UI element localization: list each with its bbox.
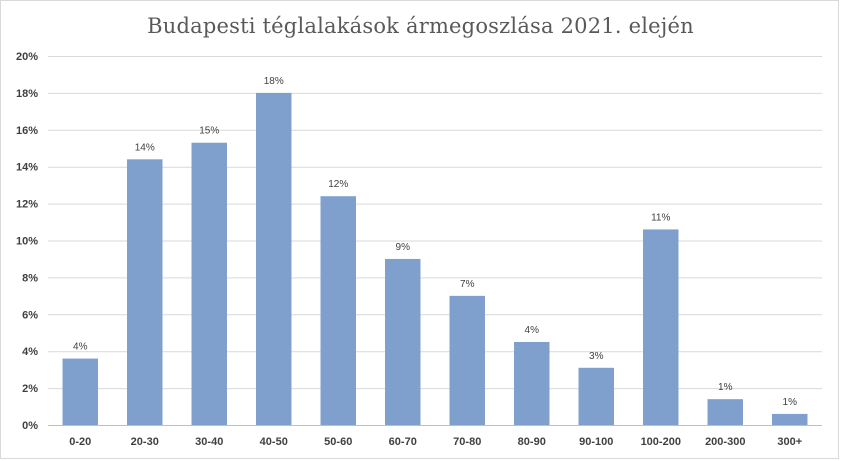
bar [127,159,163,425]
x-tick-label: 80-90 [518,436,546,448]
bar [449,295,485,425]
y-tick-label: 12% [16,199,38,211]
data-label: 12% [328,179,348,190]
y-tick-label: 0% [22,420,38,432]
x-tick-label: 70-80 [453,436,481,448]
data-label: 4% [525,325,540,336]
data-label: 18% [264,76,284,87]
x-tick-label: 40-50 [260,436,288,448]
y-tick-label: 4% [22,346,38,358]
y-tick-label: 8% [22,272,38,284]
x-tick-label: 50-60 [324,436,352,448]
bar [514,341,550,425]
y-tick-label: 6% [22,309,38,321]
data-label: 3% [589,351,604,362]
data-label: 1% [718,382,733,393]
y-tick-label: 14% [16,162,38,174]
bar [191,142,227,425]
x-tick-label: 90-100 [579,436,613,448]
y-tick-label: 2% [22,383,38,395]
bar [772,413,808,425]
bar [643,229,679,425]
x-tick-label: 100-200 [641,436,681,448]
x-tick-label: 0-20 [69,436,91,448]
x-tick-label: 60-70 [389,436,417,448]
data-label: 14% [135,142,155,153]
data-label: 7% [460,279,475,290]
bar [707,399,743,425]
x-tick-label: 200-300 [705,436,745,448]
x-tick-label: 300+ [777,436,802,448]
y-tick-label: 20% [16,51,38,63]
data-label: 1% [783,397,798,408]
x-tick-label: 30-40 [195,436,223,448]
bar [320,196,356,425]
data-label: 15% [199,126,219,137]
chart-title: Budapesti téglalakások ármegoszlása 2021… [147,14,694,38]
y-tick-label: 16% [16,125,38,137]
x-tick-label: 20-30 [131,436,159,448]
y-tick-label: 10% [16,236,38,248]
bar [578,367,614,425]
data-label: 9% [396,242,411,253]
data-label: 4% [73,342,88,353]
bar [385,258,421,425]
data-label: 11% [651,212,670,223]
bar [62,358,98,425]
y-tick-label: 18% [16,88,38,100]
bar [256,92,292,426]
